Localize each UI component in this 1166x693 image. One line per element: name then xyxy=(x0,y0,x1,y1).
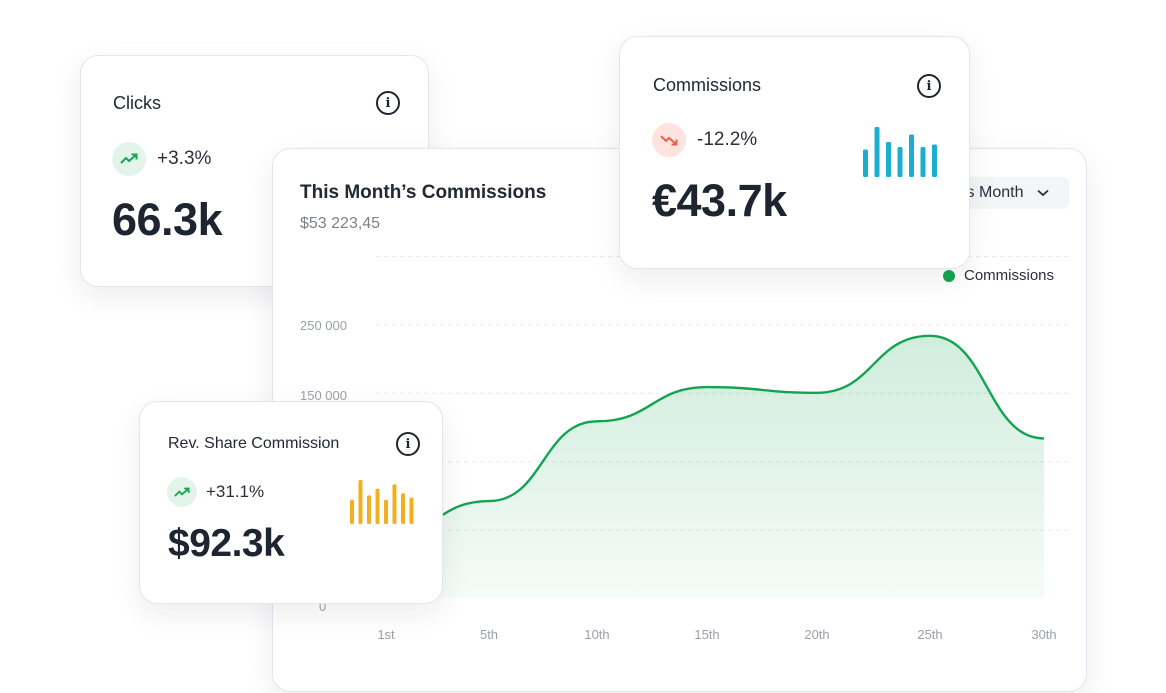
rev-share-value: $92.3k xyxy=(168,522,285,565)
x-tick-1st: 1st xyxy=(377,627,395,642)
x-tick-15th: 15th xyxy=(694,627,720,642)
spark-bar xyxy=(897,147,903,177)
area-chart xyxy=(376,256,1071,598)
rev-share-title: Rev. Share Commission xyxy=(168,435,340,452)
spark-bar xyxy=(392,484,397,524)
commissions-title: Commissions xyxy=(653,75,762,95)
x-tick-30th: 30th xyxy=(1031,627,1057,642)
spark-bar xyxy=(409,497,414,524)
spark-bar xyxy=(886,142,891,177)
y-tick-150000: 150 000 xyxy=(300,388,347,403)
commissions-sparkbars xyxy=(863,127,937,177)
rev-share-change: +31.1% xyxy=(206,482,265,501)
x-tick-5th: 5th xyxy=(479,627,499,642)
chart-title: This Month’s Commissions xyxy=(300,182,547,203)
series-line-commissions xyxy=(385,334,1045,537)
spark-bar xyxy=(384,499,388,524)
spark-bar xyxy=(358,480,363,524)
x-tick-20th: 20th xyxy=(804,627,830,642)
series-area-commissions xyxy=(386,335,1044,598)
info-icon[interactable]: i xyxy=(917,74,941,98)
legend-dot xyxy=(943,269,955,282)
trend-up-icon xyxy=(112,142,146,176)
x-tick-10th: 10th xyxy=(584,627,610,642)
commissions-value: €43.7k xyxy=(652,175,787,226)
trend-down-icon xyxy=(652,123,686,157)
spark-bar xyxy=(863,149,868,177)
chart-legend: Commissions xyxy=(943,267,1054,284)
spark-bar xyxy=(874,127,880,177)
spark-bar xyxy=(375,488,380,524)
chevron-down-icon xyxy=(1037,189,1050,197)
spark-bar xyxy=(932,144,937,177)
commissions-card: Commissions i -12.2% €43.7k xyxy=(619,36,970,269)
legend-label: Commissions xyxy=(964,267,1055,284)
rev-share-sparkbars xyxy=(350,480,414,524)
chart-subtitle: $53 223,45 xyxy=(300,215,381,232)
info-icon[interactable]: i xyxy=(376,91,400,115)
spark-bar xyxy=(401,493,405,524)
spark-bar xyxy=(367,495,371,524)
clicks-change: +3.3% xyxy=(157,148,212,169)
rev-share-card: Rev. Share Commission i +31.1% $92.3k xyxy=(139,401,443,604)
x-tick-25th: 25th xyxy=(917,627,943,642)
commissions-change: -12.2% xyxy=(697,129,758,150)
y-tick-0: 0 xyxy=(319,599,327,614)
clicks-title: Clicks xyxy=(113,93,161,113)
spark-bar xyxy=(909,134,914,177)
clicks-value: 66.3k xyxy=(112,194,223,245)
spark-bar xyxy=(350,499,354,524)
period-select-label: is Month xyxy=(963,184,1024,201)
trend-up-icon xyxy=(167,477,197,507)
info-icon[interactable]: i xyxy=(396,432,420,456)
spark-bar xyxy=(920,147,926,177)
y-tick-250000: 250 000 xyxy=(300,318,347,333)
